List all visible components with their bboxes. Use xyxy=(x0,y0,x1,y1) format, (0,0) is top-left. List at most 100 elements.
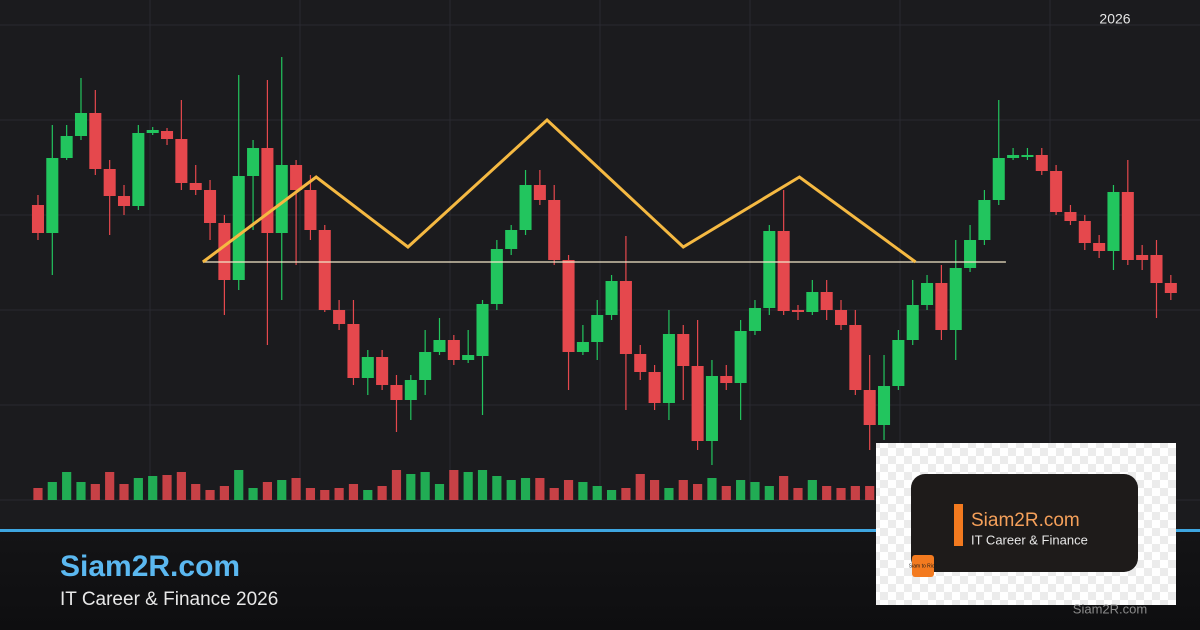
pattern-line xyxy=(201,117,917,264)
candle-body xyxy=(878,386,891,425)
candle-body xyxy=(806,292,819,312)
card-image: Siam2R.com IT Career & Finance Siam to R… xyxy=(876,443,1176,605)
volume-bar xyxy=(434,484,445,500)
candle-body xyxy=(935,283,948,330)
volume-bar xyxy=(865,486,875,500)
candle-body xyxy=(204,190,217,223)
candle-body xyxy=(1007,155,1020,158)
candle-body xyxy=(347,324,360,378)
volume-bar xyxy=(363,490,373,500)
volume-bar xyxy=(707,478,717,500)
candle-body xyxy=(333,310,346,324)
candle-body xyxy=(519,185,532,230)
candle-body xyxy=(1050,171,1063,212)
candle-body xyxy=(562,260,575,352)
candle-body xyxy=(74,113,88,136)
watermark: Siam2R.com xyxy=(1073,601,1147,616)
volume-bar xyxy=(391,470,402,500)
candle-body xyxy=(103,169,116,196)
candle-body xyxy=(218,223,231,280)
volume-bar xyxy=(578,482,588,500)
card xyxy=(911,474,1138,572)
candle-body xyxy=(1164,283,1177,293)
candle-body xyxy=(992,158,1005,200)
volume-bar xyxy=(105,472,115,500)
candle-body xyxy=(89,113,102,169)
candle-body xyxy=(863,390,876,425)
candle-body xyxy=(734,331,747,383)
volume-bar xyxy=(406,474,416,500)
candle-body xyxy=(433,340,446,352)
volume-bar xyxy=(76,482,86,500)
candle-body xyxy=(849,325,862,390)
candle-body xyxy=(677,334,690,366)
volume-bar xyxy=(262,482,272,500)
volume-bar xyxy=(377,486,387,500)
candle-body xyxy=(60,136,73,158)
volume-bar xyxy=(664,488,674,500)
candle-body xyxy=(261,148,274,233)
candle-body xyxy=(1107,192,1120,251)
candle-body xyxy=(691,366,704,441)
volume-bar xyxy=(248,488,258,500)
volume-bar xyxy=(563,480,574,500)
volume-bar xyxy=(291,478,301,500)
volume-bar xyxy=(621,488,631,500)
candle-body xyxy=(662,334,675,403)
candle-body xyxy=(390,385,403,400)
candle-body xyxy=(820,292,833,310)
candle-body xyxy=(146,130,159,133)
volume-bar xyxy=(90,484,100,500)
candle-body xyxy=(791,310,805,312)
volume-bar xyxy=(836,488,846,500)
candle-body xyxy=(1021,155,1034,157)
card-accent xyxy=(954,504,963,546)
volume-bar xyxy=(492,476,502,500)
candle-body xyxy=(1035,155,1048,171)
candle-body xyxy=(1150,255,1163,283)
volume-bar xyxy=(219,486,229,500)
volume-bar xyxy=(477,470,488,500)
volume-bar xyxy=(176,472,186,500)
volume-bar xyxy=(133,478,143,500)
candle-body xyxy=(376,357,389,385)
divider xyxy=(0,529,1200,532)
volume-bar xyxy=(277,480,287,500)
candle-body xyxy=(419,352,432,380)
candle-body xyxy=(1093,243,1106,251)
volume-bar xyxy=(506,480,516,500)
volume-bar xyxy=(750,482,760,500)
volume-bar xyxy=(162,475,172,500)
candle-body xyxy=(318,230,331,310)
candle-body xyxy=(232,176,245,280)
volume-bar xyxy=(334,488,344,500)
candle-body xyxy=(921,283,934,305)
volume-bar xyxy=(736,480,746,500)
volume-bar xyxy=(305,488,316,500)
candle-body xyxy=(619,281,632,354)
volume-bar xyxy=(606,490,617,500)
volume-bar xyxy=(62,472,72,500)
candle-body xyxy=(490,249,503,304)
volume-bar xyxy=(850,486,860,500)
volume-bar xyxy=(320,490,330,500)
card-title: Siam2R.com xyxy=(971,510,1080,531)
candle-body xyxy=(447,340,460,360)
volume-bar xyxy=(449,470,459,500)
candle-body xyxy=(648,372,661,403)
candle-body xyxy=(720,376,733,383)
volume-bar xyxy=(693,484,703,500)
volume-bar xyxy=(348,484,359,500)
candle-body xyxy=(576,342,589,352)
candle-body xyxy=(591,315,604,342)
candle-body xyxy=(404,380,417,400)
candle-body xyxy=(634,354,647,372)
volume-bar xyxy=(678,480,688,500)
candle-body xyxy=(476,304,489,356)
volume-bar xyxy=(148,476,158,500)
candle-body xyxy=(505,230,518,249)
candle-body xyxy=(949,268,962,330)
candle-body xyxy=(763,231,776,308)
candle-body xyxy=(247,148,260,176)
volume-bar xyxy=(535,478,545,500)
